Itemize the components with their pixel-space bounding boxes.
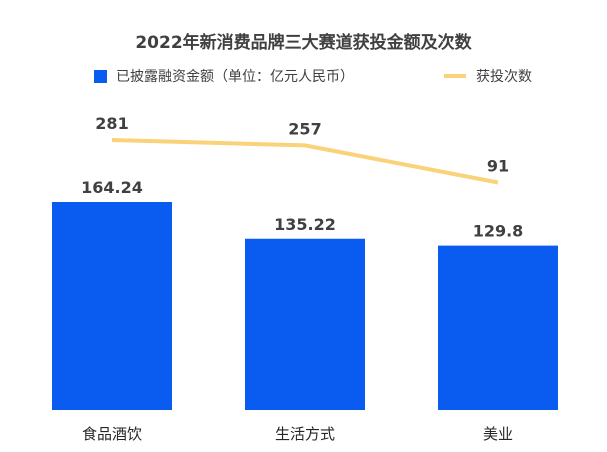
category-label-0: 食品酒饮 [82,425,142,443]
bar-0 [52,202,172,410]
count-value-label-1: 257 [288,119,321,138]
legend-line-swatch [444,74,466,78]
labels-layer: 164.24 食品酒饮 135.22 生活方式 129.8 美业 281 257 91 [81,114,523,443]
chart-title: 2022年新消费品牌三大赛道获投金额及次数 [135,33,472,53]
count-line [111,138,499,185]
legend-label-funding: 已披露融资金额（单位：亿元人民币） [116,69,354,85]
category-label-1: 生活方式 [275,425,335,443]
legend-item-count: 获投次数 [444,66,532,86]
legend: 已披露融资金额（单位：亿元人民币） 获投次数 [0,66,607,90]
bars-layer [52,202,558,410]
legend-item-funding: 已披露融资金额（单位：亿元人民币） [94,66,354,86]
bar-value-label-0: 164.24 [81,178,143,197]
count-value-label-0: 281 [95,114,128,133]
count-value-label-2: 91 [487,157,509,176]
line-layer [111,138,499,185]
category-label-2: 美业 [483,425,513,443]
bar-value-label-1: 135.22 [274,215,336,234]
bar-1 [245,238,365,410]
legend-label-count: 获投次数 [476,69,532,85]
bar-value-label-2: 129.8 [473,222,524,241]
legend-bar-swatch [94,69,107,83]
bar-2 [438,245,558,410]
